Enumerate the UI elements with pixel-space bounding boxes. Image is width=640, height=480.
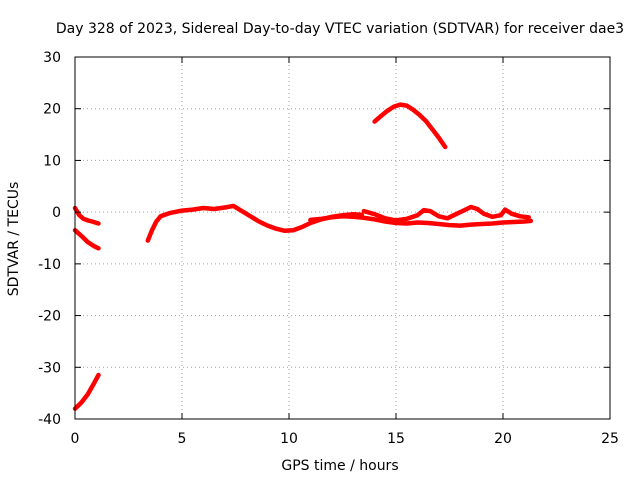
chart-title: Day 328 of 2023, Sidereal Day-to-day VTE… <box>56 21 624 37</box>
x-tick-label: 0 <box>71 431 80 447</box>
series-arc-5 <box>308 214 534 228</box>
series-arc-1 <box>72 205 101 226</box>
y-tick-label: -20 <box>38 309 61 325</box>
grid-layer <box>75 57 610 419</box>
x-tick-label: 25 <box>601 431 619 447</box>
tick-layer: 0 5 10 15 20 25 -40 -30 -20 -10 0 10 20 30 <box>38 50 619 447</box>
series-arc-4 <box>145 203 365 243</box>
x-tick-label: 10 <box>280 431 298 447</box>
y-tick-label: 20 <box>43 102 61 118</box>
y-tick-label: -10 <box>38 257 61 273</box>
x-tick-label: 20 <box>494 431 512 447</box>
x-tick-label: 5 <box>178 431 187 447</box>
series-layer <box>72 102 534 411</box>
series-arc-6 <box>361 204 531 223</box>
series-arc-7 <box>372 102 448 150</box>
x-tick-label: 15 <box>387 431 405 447</box>
y-tick-label: -30 <box>38 360 61 376</box>
plot-frame <box>74 56 611 420</box>
series-arc-3 <box>72 372 101 411</box>
x-axis-label: GPS time / hours <box>281 458 398 474</box>
y-tick-label: -40 <box>38 412 61 428</box>
series-arc-2 <box>72 227 101 251</box>
y-tick-label: 0 <box>52 205 61 221</box>
y-axis-label: SDTVAR / TECUs <box>6 182 22 297</box>
y-tick-label: 30 <box>43 50 61 66</box>
y-tick-label: 10 <box>43 153 61 169</box>
